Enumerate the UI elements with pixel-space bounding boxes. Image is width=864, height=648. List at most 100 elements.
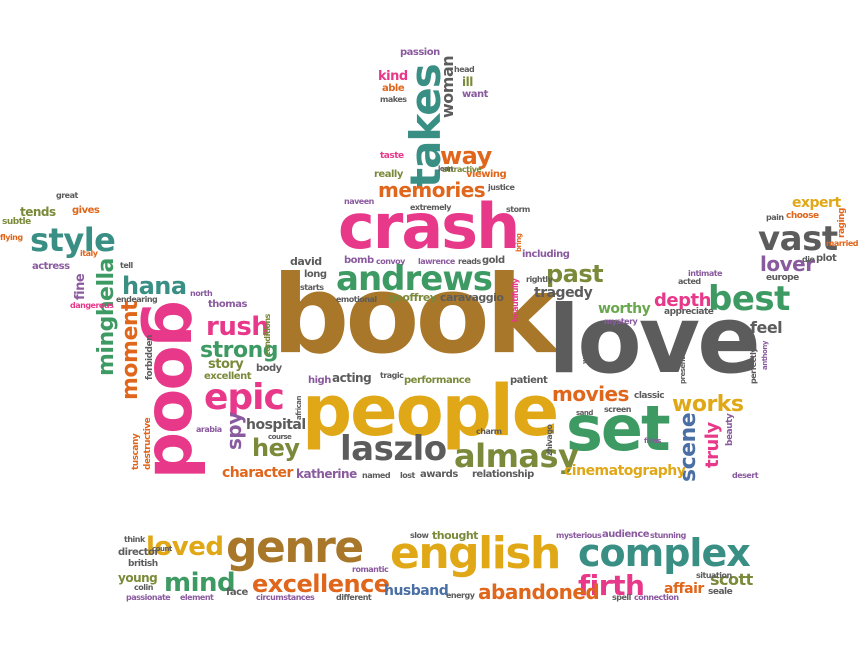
word-named: named: [362, 471, 391, 480]
word-die: die: [802, 255, 815, 264]
word-works: works: [672, 392, 744, 417]
word-worthy: worthy: [598, 301, 651, 317]
word-lean: lean: [438, 165, 453, 173]
word-british: british: [128, 559, 158, 569]
word-pain: pain: [766, 213, 784, 222]
word-book: book: [272, 253, 558, 378]
word-laszlo: laszlo: [340, 429, 447, 469]
word-mind: mind: [164, 568, 236, 598]
word-face: face: [226, 587, 248, 598]
word-tragedy: tragedy: [534, 285, 593, 301]
word-sand: sand: [576, 409, 593, 417]
word-genre: genre: [226, 522, 364, 573]
word-starts: starts: [300, 283, 324, 292]
word-lover: lover: [760, 252, 815, 276]
word-excellence: excellence: [252, 570, 390, 598]
word-hey: hey: [252, 434, 300, 462]
word-cinematography: cinematography: [564, 463, 686, 479]
word-europe: europe: [766, 273, 799, 283]
word-director: director: [118, 547, 159, 558]
word-charm: charm: [476, 427, 502, 436]
word-naveen: naveen: [344, 197, 374, 206]
word-past: past: [546, 260, 604, 288]
word-course: course: [268, 433, 292, 441]
word-epic: epic: [204, 377, 285, 418]
word-intimate: intimate: [688, 269, 723, 278]
word-long: long: [304, 269, 327, 280]
word-appreciate: appreciate: [664, 307, 714, 317]
word-passion: passion: [400, 47, 440, 58]
word-affair: affair: [664, 581, 704, 597]
word-actress: actress: [32, 261, 70, 272]
word-scott: scott: [710, 570, 753, 589]
word-circumstances: circumstances: [256, 593, 315, 602]
word-spy: spy: [222, 412, 246, 450]
word-great: great: [56, 191, 78, 200]
word-presented: presented: [679, 348, 687, 384]
word-complex: complex: [578, 531, 751, 575]
word-husband: husband: [384, 583, 449, 599]
word-performance: performance: [404, 375, 471, 386]
word-energy: energy: [446, 591, 475, 600]
word-colin: colin: [134, 583, 153, 592]
word-attractive: attractive: [442, 165, 482, 174]
word-love: love: [548, 286, 761, 395]
word-body: body: [256, 363, 282, 374]
word-acted: acted: [678, 277, 701, 286]
word-young: young: [118, 571, 158, 585]
word-caravaggio: caravaggio: [440, 291, 504, 304]
word-justice: justice: [488, 183, 515, 192]
word-connection: connection: [634, 593, 679, 602]
word-people: people: [302, 370, 559, 452]
word-think: think: [124, 535, 145, 544]
word-audience: audience: [602, 529, 650, 540]
word-wrote: wrote: [581, 343, 589, 364]
word-mysterious: mysterious: [556, 531, 602, 540]
word-endearing: endearing: [116, 295, 158, 304]
word-storm: storm: [506, 205, 530, 214]
word-really: really: [374, 169, 403, 180]
word-english: english: [390, 528, 561, 579]
word-tragic: tragic: [380, 371, 404, 380]
word-plot: plot: [816, 253, 837, 264]
word-reads: reads: [458, 257, 481, 266]
word-perfectly: perfectly: [749, 347, 758, 384]
word-flying: flying: [0, 233, 23, 242]
word-lost: lost: [400, 471, 415, 480]
word-bring: bring: [515, 233, 523, 252]
word-rightly: rightly: [526, 275, 553, 284]
word-able: able: [382, 83, 405, 94]
word-depth: depth: [654, 290, 711, 311]
word-slow: slow: [410, 531, 429, 540]
word-romantic: romantic: [352, 565, 389, 574]
word-character: character: [222, 465, 293, 481]
word-mystery: mystery: [604, 317, 638, 326]
word-emotional: emotional: [336, 295, 377, 304]
word-andrews: andrews: [336, 259, 493, 299]
word-screen: screen: [604, 405, 632, 414]
word-african: african: [295, 396, 303, 420]
word-extremely: extremely: [410, 203, 452, 212]
word-firth: firth: [578, 569, 645, 602]
word-patient: patient: [510, 375, 548, 386]
word-zhivago: zhivago: [545, 424, 554, 456]
word-expert: expert: [792, 195, 841, 211]
word-strong: strong: [200, 338, 279, 363]
word-vast: vast: [758, 219, 838, 259]
word-moment: moment: [118, 300, 143, 400]
word-katherine: katherine: [296, 467, 357, 481]
word-taste: taste: [380, 151, 404, 161]
word-fine: fine: [73, 273, 88, 300]
word-hana: hana: [122, 272, 187, 300]
word-count: count: [152, 545, 172, 553]
word-arabia: arabia: [196, 425, 222, 434]
word-almasy: almasy: [454, 437, 579, 475]
word-best: best: [708, 279, 790, 319]
word-crash: crash: [338, 190, 520, 263]
word-awards: awards: [420, 469, 458, 480]
word-beautifully: beautifully: [511, 278, 520, 322]
word-bomb: bomb: [344, 255, 374, 266]
word-want: want: [462, 89, 488, 100]
word-convoy: convoy: [376, 257, 405, 266]
